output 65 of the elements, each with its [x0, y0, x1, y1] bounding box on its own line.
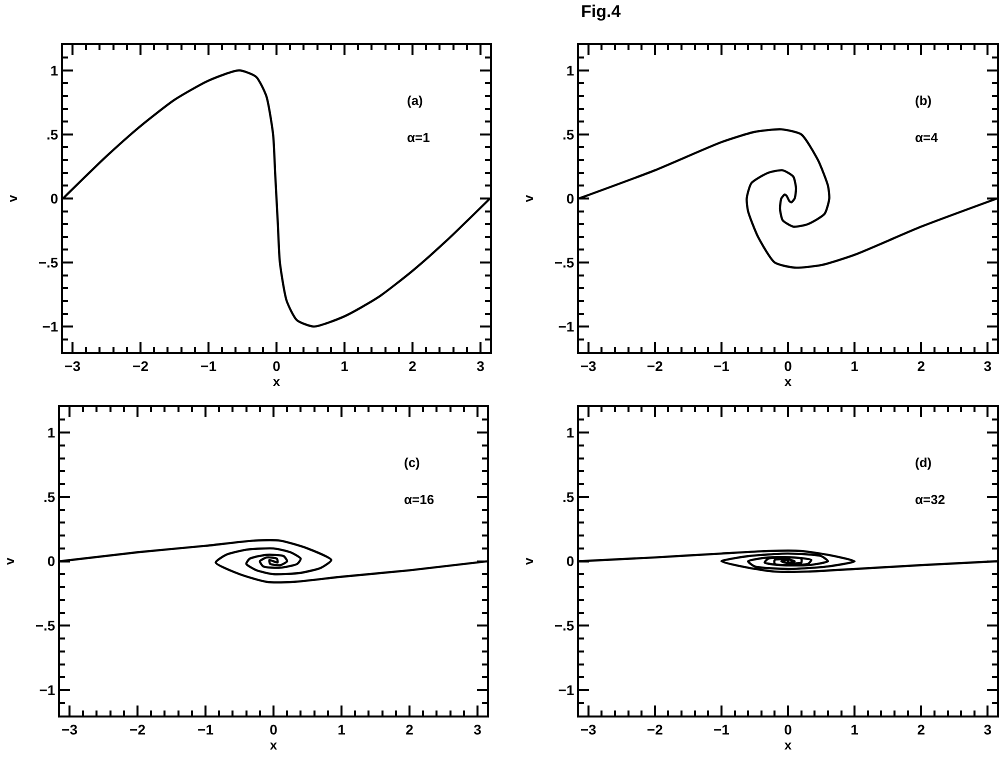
x-tick-label: −3 [64, 358, 81, 374]
y-tick-label: −.5 [38, 254, 58, 270]
y-tick-label: .5 [44, 488, 56, 505]
x-tick-label: −3 [580, 722, 597, 738]
y-tick-label: 0 [47, 553, 56, 570]
x-axis-title: x [270, 738, 278, 753]
x-tick-label: 0 [784, 358, 792, 374]
x-tick-label: 1 [850, 358, 859, 374]
x-tick-label: 2 [917, 722, 926, 738]
x-tick-label: −2 [132, 358, 149, 374]
annotation: (a) [407, 93, 423, 108]
y-tick-label: 0 [566, 553, 574, 570]
x-tick-label: 3 [984, 358, 992, 374]
y-tick-label: 1 [50, 62, 58, 78]
x-tick-label: 0 [272, 358, 281, 374]
x-tick-label: 3 [476, 358, 485, 374]
x-tick-label: 0 [784, 722, 792, 738]
y-axis-title: v [520, 194, 536, 202]
y-tick-label: −1 [42, 318, 58, 334]
y-axis-title: v [4, 194, 20, 202]
x-tick-label: 2 [917, 358, 926, 374]
x-axis-title: x [784, 374, 792, 390]
x-tick-label: 1 [850, 722, 859, 738]
x-axis-title: x [272, 374, 281, 390]
y-tick-label: 1 [47, 424, 56, 440]
x-tick-label: 2 [406, 722, 414, 738]
x-tick-label: −3 [580, 358, 597, 374]
x-tick-label: −1 [200, 358, 217, 374]
annotation: α=4 [915, 130, 939, 145]
y-tick-label: 0 [50, 190, 58, 206]
y-tick-label: −.5 [554, 618, 574, 634]
y-tick-label: −1 [558, 682, 574, 698]
x-tick-label: 1 [338, 722, 346, 738]
annotation: α=32 [915, 492, 946, 507]
x-tick-label: −3 [62, 722, 78, 738]
annotation: α=16 [404, 492, 434, 507]
y-tick-label: −.5 [554, 254, 574, 270]
y-tick-label: 1 [566, 62, 574, 78]
x-tick-label: −2 [646, 722, 664, 738]
annotation: (d) [915, 455, 932, 470]
annotation: α=1 [407, 130, 430, 145]
y-tick-label: .5 [46, 126, 58, 142]
y-tick-label: −.5 [35, 618, 56, 634]
annotation: (c) [404, 455, 420, 470]
x-tick-label: 3 [984, 722, 992, 738]
x-tick-label: 2 [408, 358, 417, 374]
chart-title: Fig.4 [581, 2, 622, 21]
y-tick-label: −1 [558, 318, 574, 334]
y-tick-label: .5 [562, 126, 574, 142]
x-tick-label: −2 [130, 722, 146, 738]
y-axis-title: v [2, 556, 17, 565]
x-tick-label: −2 [646, 358, 664, 374]
y-tick-label: 1 [566, 424, 574, 440]
x-tick-label: −1 [713, 722, 730, 738]
y-tick-label: .5 [562, 488, 574, 505]
y-tick-label: 0 [566, 190, 574, 206]
x-tick-label: 0 [270, 722, 278, 738]
annotation: (b) [915, 93, 932, 108]
x-tick-label: 1 [340, 358, 349, 374]
x-axis-title: x [784, 738, 792, 753]
x-tick-label: −1 [198, 722, 214, 738]
y-axis-title: v [520, 556, 536, 565]
x-tick-label: 3 [474, 722, 482, 738]
x-tick-label: −1 [713, 358, 730, 374]
y-tick-label: −1 [39, 682, 56, 698]
